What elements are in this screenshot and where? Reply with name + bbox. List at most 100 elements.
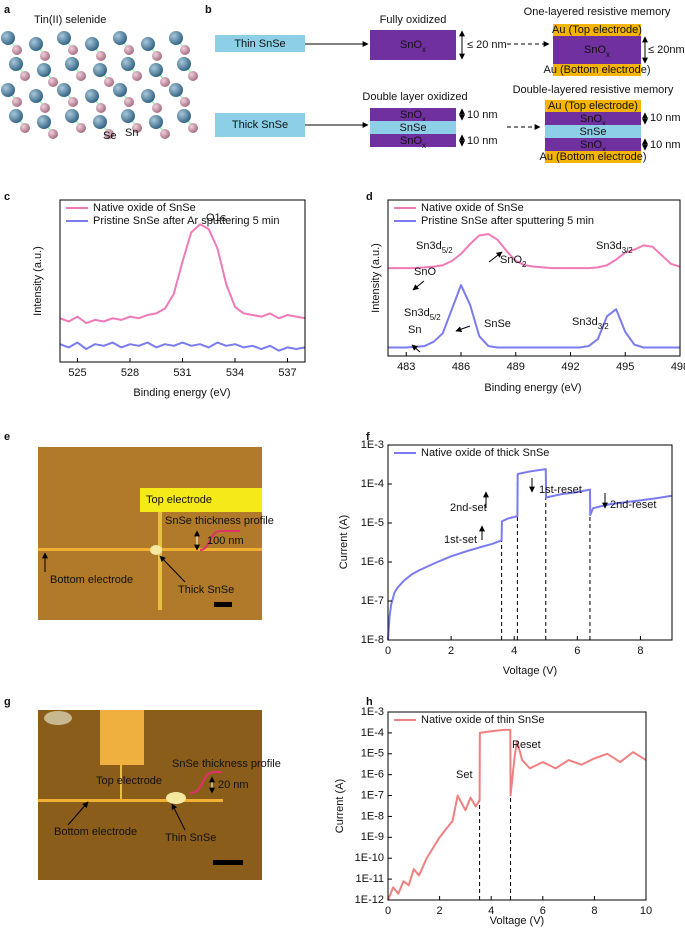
thickness-profile [189,771,222,794]
sn-atom [93,63,107,77]
panel-label: c [4,191,10,203]
sn-atom [57,31,71,45]
se-atom [188,71,198,81]
thickness-label: 10 nm [467,109,498,121]
sn-atom [29,37,43,51]
y-tick-label: 1E-12 [355,894,384,906]
annotation-arrow [411,344,421,353]
oxide-box [370,30,456,60]
legend-label: Native oxide of thick SnSe [421,447,549,459]
device-title: One-layered resistive memory [524,6,671,18]
micrograph-label: SnSe thickness profile [172,758,281,770]
x-axis-title: Voltage (V) [503,665,557,677]
se-atom [180,45,190,55]
y-tick-label: 1E-4 [361,727,384,739]
y-axis-title: Current (A) [334,779,346,833]
layer-box [370,121,456,134]
box-label: Au (Top electrode) [552,24,642,36]
au-top [553,24,641,36]
annotation-main: Sn3d [404,307,430,319]
x-tick-label: 10 [640,905,652,917]
x-tick-label: 483 [397,361,415,373]
thickness-label: ≤ 20 nm [467,39,507,51]
debris [44,711,72,725]
box-label: SnOx [580,113,606,128]
micrograph [38,710,262,880]
layer-box [545,138,641,151]
x-tick-label: 0 [385,645,391,657]
plot-frame [387,444,673,641]
y-tick-label: 1E-3 [361,439,384,451]
se-atom [132,123,142,133]
x-tick-label: 0 [385,905,391,917]
box-label-main: SnO [400,109,422,121]
micrograph-label: 20 nm [218,779,249,791]
annotation: Sn3d3/2 [572,316,609,331]
micrograph-label: Top electrode [96,775,162,787]
x-tick-label: 528 [121,367,139,379]
sn-atom [149,115,163,129]
annotation-main: SnO [500,254,522,266]
series-line [387,728,647,901]
y-tick-label: 1E-7 [361,595,384,607]
y-tick-label: 1E-8 [361,810,384,822]
electrode-line [158,512,162,610]
y-axis-title: Intensity (a.u.) [370,243,382,313]
x-tick-label: 495 [616,361,634,373]
box-label-sub: x [422,45,426,54]
panel-label: g [4,696,11,708]
y-tick-label: 1E-6 [361,556,384,568]
sn-atom [85,89,99,103]
layer-box [370,108,456,121]
sn-atom [29,89,43,103]
x-tick-label: 8 [591,905,597,917]
top-electrode [100,710,144,765]
top-electrode [140,488,262,512]
box-label: SnOx [400,109,426,124]
se-atom [152,103,162,113]
micrograph-label: Bottom electrode [50,574,133,586]
legend-label: Native oxide of thin SnSe [421,714,545,726]
sn-atom [149,63,163,77]
annotation-sub: 3/2 [622,246,633,255]
y-tick-label: 1E-3 [361,706,384,718]
annotation: 2nd-set [450,502,487,514]
y-tick-label: 1E-6 [361,769,384,781]
step-label: Double layer oxidized [362,91,467,103]
sn-atom [113,83,127,97]
scale-bar [213,860,243,865]
se-atom [76,71,86,81]
structure-title: Tin(II) selenide [34,14,106,26]
box-label-sub: x [422,141,426,150]
se-atom [180,97,190,107]
arrow [67,801,89,826]
se-atom [124,45,134,55]
panel-label: h [366,696,373,708]
y-tick-label: 1E-8 [361,634,384,646]
se-atom [152,51,162,61]
box-label: SnSe [580,126,607,138]
annotation-sub: 5/2 [430,313,441,322]
y-axis-title: Intensity (a.u.) [32,246,44,316]
se-atom [20,71,30,81]
x-tick-label: 8 [637,645,643,657]
annotation-arrow [412,280,425,291]
plot-frame [387,711,647,901]
x-tick-label: 537 [278,367,296,379]
layer-box [370,134,456,147]
thickness-label: ≤ 20nm [648,44,685,56]
micrograph-label: Top electrode [146,494,212,506]
legend-label: Pristine SnSe after Ar sputtering 5 min [93,215,279,227]
annotation-arrow [455,325,471,333]
y-tick-label: 1E-4 [361,478,384,490]
series-line [387,468,673,641]
se-atom [40,103,50,113]
sn-atom [93,115,107,129]
sn-atom [177,109,191,123]
sn-atom [121,57,135,71]
annotation: 1st-reset [539,484,582,496]
layer-box [545,112,641,125]
panel-label: f [366,431,370,443]
annotation: Sn [408,324,421,336]
